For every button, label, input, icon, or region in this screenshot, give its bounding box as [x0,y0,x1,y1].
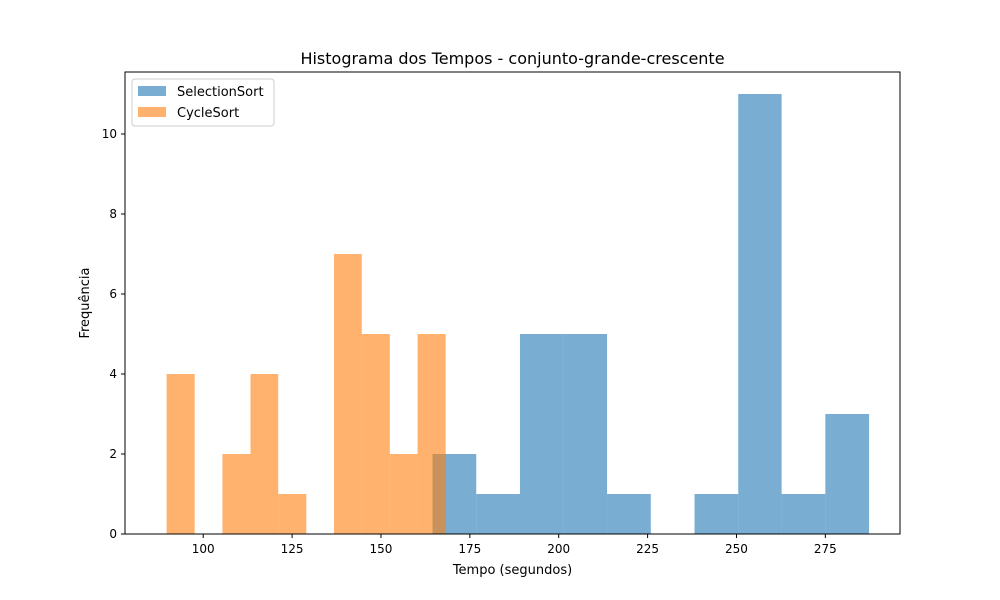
bar-cyclesort-4 [278,494,307,534]
bars-layer [166,94,870,534]
chart-title: Histograma dos Tempos - conjunto-grande-… [300,49,724,68]
x-tick-label: 250 [725,542,748,556]
x-tick-label: 125 [281,542,304,556]
y-tick-label: 2 [109,447,117,461]
legend-item-cyclesort: CycleSort [138,106,239,121]
bar-selectionsort-9 [825,414,870,534]
x-tick-label: 200 [547,542,570,556]
x-tick-label: 225 [636,542,659,556]
legend-item-selectionsort: SelectionSort [138,85,264,100]
y-axis-ticks: 0 2 4 6 8 10 [102,127,125,541]
bar-selectionsort-3 [563,334,608,534]
bar-selectionsort-2 [519,334,564,534]
x-axis-ticks: 100 125 150 175 200 225 250 275 [192,534,837,556]
y-tick-label: 6 [109,287,117,301]
y-axis-label: Frequência [78,267,93,338]
legend-swatch-cyclesort [138,107,166,117]
bar-selectionsort-8 [781,494,826,534]
bar-cyclesort-6 [334,254,362,534]
legend: SelectionSort CycleSort [131,78,275,127]
bar-cyclesort-9 [417,334,446,534]
y-tick-label: 8 [109,207,117,221]
bar-cyclesort-2 [222,454,251,534]
axes-frame [124,71,901,535]
bar-cyclesort-7 [361,334,390,534]
bar-cyclesort-0 [166,374,195,534]
y-tick-label: 0 [109,527,117,541]
bar-cyclesort-8 [389,454,418,534]
x-tick-label: 150 [370,542,393,556]
y-tick-label: 10 [102,127,117,141]
legend-label-selectionsort: SelectionSort [177,85,264,100]
bar-selectionsort-7 [738,94,782,534]
bar-selectionsort-6 [694,494,739,534]
legend-box [131,78,275,127]
x-axis-label: Tempo (segundos) [452,563,572,578]
bar-cyclesort-3 [250,374,279,534]
x-tick-label: 275 [814,542,837,556]
x-tick-label: 175 [458,542,481,556]
bar-selectionsort-1 [476,494,520,534]
legend-label-cyclesort: CycleSort [177,106,239,121]
bar-selectionsort-4 [607,494,651,534]
y-tick-label: 4 [109,367,117,381]
legend-swatch-selectionsort [138,86,166,96]
x-tick-label: 100 [192,542,215,556]
